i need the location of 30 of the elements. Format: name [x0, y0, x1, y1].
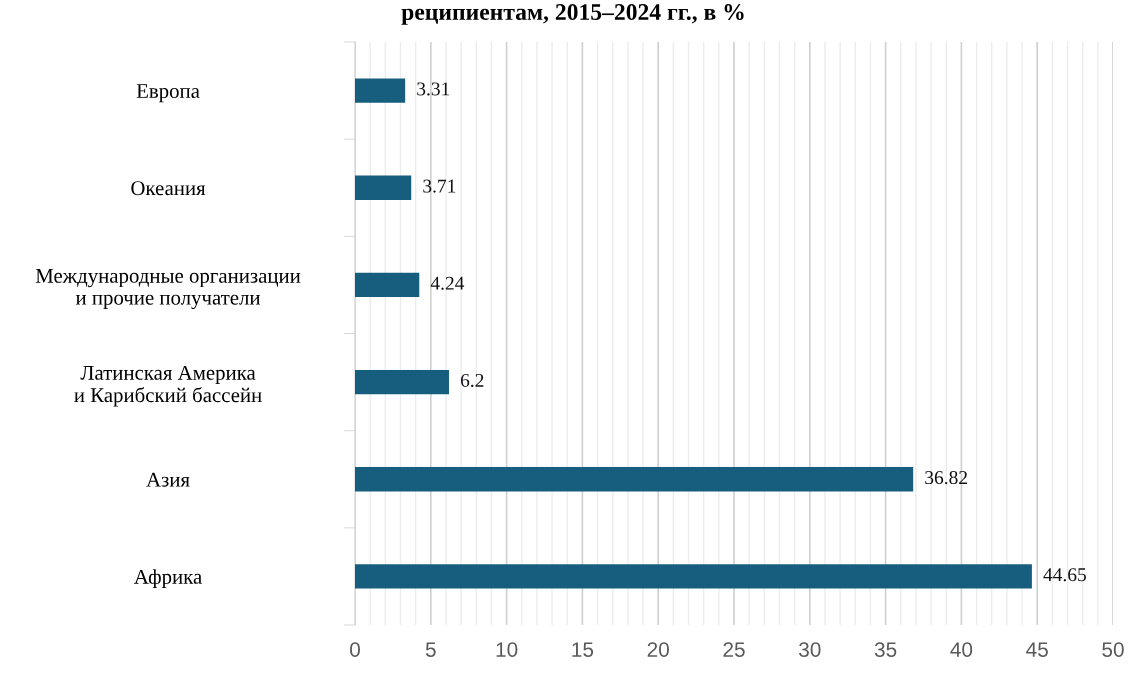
y-tick-label: Азия	[146, 472, 190, 487]
x-tick-label: 0	[350, 642, 360, 657]
bar	[355, 175, 412, 200]
y-tick-label: Европа	[136, 84, 200, 103]
bar	[355, 369, 449, 395]
bar	[355, 78, 406, 103]
data-label: 36.82	[925, 471, 967, 485]
y-tick-label: Латинская Америка и Карибский бассейн	[74, 365, 262, 407]
bar	[355, 467, 914, 492]
y-tick-label: Африка	[134, 569, 202, 589]
bar	[355, 564, 1032, 589]
data-label: 3.31	[417, 82, 450, 96]
x-tick-label: 50	[1102, 642, 1124, 657]
x-tick-label: 10	[496, 642, 518, 657]
data-label: 3.71	[423, 179, 456, 193]
x-tick-label: 35	[874, 642, 897, 657]
bar	[355, 272, 420, 298]
x-tick-label: 25	[723, 642, 745, 657]
data-label: 44.65	[1043, 568, 1086, 582]
data-label: 4.24	[430, 276, 465, 290]
x-tick-label: 30	[799, 642, 821, 657]
x-tick-label: 40	[950, 642, 973, 657]
x-tick-label: 5	[425, 642, 436, 657]
x-tick-label: 20	[647, 642, 669, 657]
data-label: 6.2	[460, 373, 484, 388]
chart-title: реципиентам, 2015–2024 гг., в %	[401, 4, 744, 25]
x-tick-label: 45	[1026, 642, 1048, 657]
y-tick-label: Океания	[131, 181, 206, 196]
y-tick-label: Международные организации и прочие получатели	[35, 269, 301, 310]
x-tick-label: 15	[572, 642, 594, 657]
